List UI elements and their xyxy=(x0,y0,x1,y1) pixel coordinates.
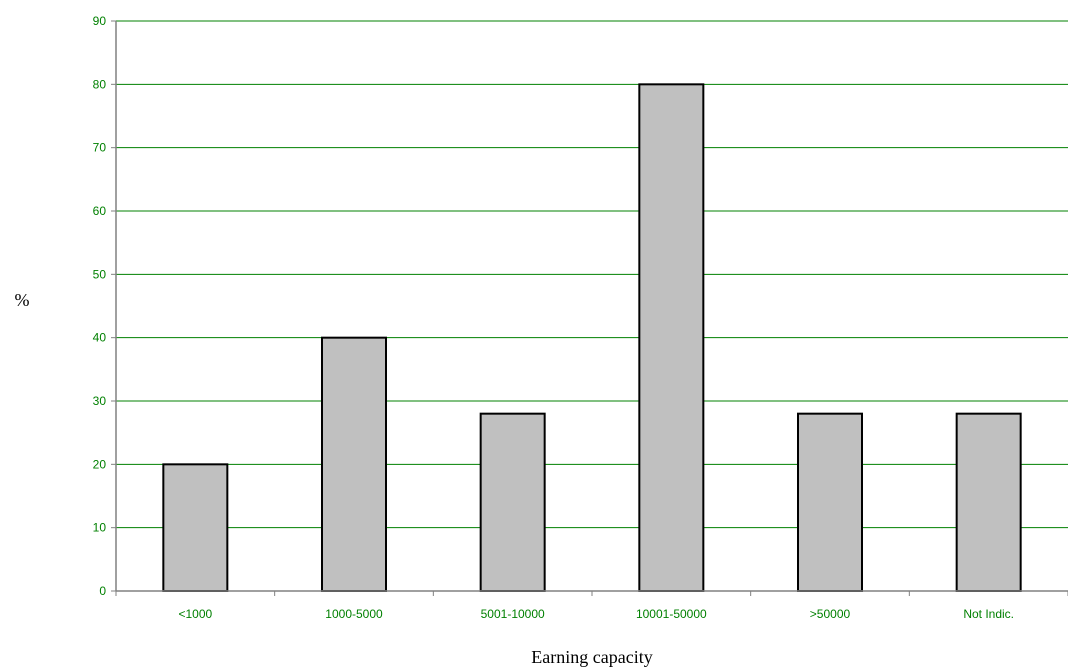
x-tick-labels: <1000 1000-5000 5001-10000 10001-50000 >5000… xyxy=(178,607,1014,621)
y-tick-label: 70 xyxy=(93,141,107,155)
x-tick-label: 10001-50000 xyxy=(636,607,707,621)
y-tick-label: 90 xyxy=(93,14,107,28)
bar xyxy=(955,412,1022,592)
y-tick-label: 60 xyxy=(93,204,107,218)
x-axis-label: Earning capacity xyxy=(531,647,652,667)
x-tick-label: <1000 xyxy=(178,607,212,621)
bar xyxy=(321,336,387,592)
y-axis-label: % xyxy=(15,290,30,310)
bar xyxy=(797,412,863,592)
y-tick-label: 40 xyxy=(93,331,107,345)
x-tick-label: >50000 xyxy=(810,607,851,621)
x-tick-label: 1000-5000 xyxy=(325,607,383,621)
y-tick-label: 0 xyxy=(99,584,106,598)
bar xyxy=(162,463,229,593)
y-tick-label: 80 xyxy=(93,77,107,91)
x-tick-label: 5001-10000 xyxy=(481,607,545,621)
y-tick-label: 20 xyxy=(93,457,107,471)
x-tick-label: Not Indic. xyxy=(963,607,1014,621)
gridlines xyxy=(116,20,1068,529)
y-tick-label: 50 xyxy=(93,267,107,281)
bar xyxy=(638,83,705,592)
bars xyxy=(162,83,1022,593)
y-tick-label: 30 xyxy=(93,394,107,408)
axes xyxy=(111,20,1068,596)
y-tick-labels: 0 10 20 30 40 50 60 70 80 90 xyxy=(93,14,107,598)
y-tick-label: 10 xyxy=(93,521,107,535)
bar xyxy=(479,412,546,592)
